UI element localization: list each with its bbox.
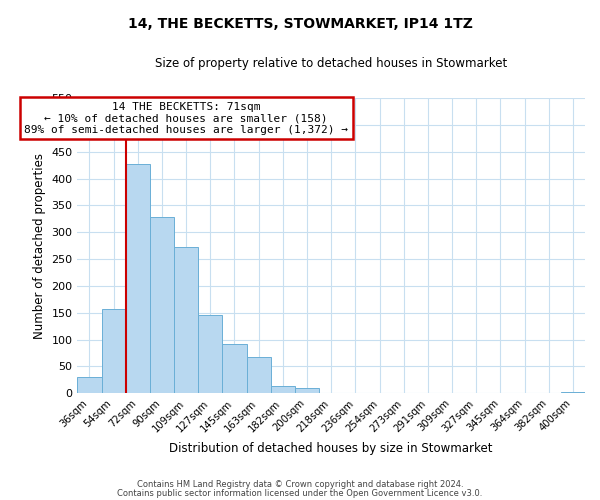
- Bar: [271, 386, 295, 393]
- Bar: [295, 388, 319, 393]
- Text: 14, THE BECKETTS, STOWMARKET, IP14 1TZ: 14, THE BECKETTS, STOWMARKET, IP14 1TZ: [128, 18, 472, 32]
- Bar: [247, 356, 271, 393]
- Bar: [223, 344, 247, 393]
- Text: Contains public sector information licensed under the Open Government Licence v3: Contains public sector information licen…: [118, 489, 482, 498]
- Bar: [77, 377, 101, 393]
- Title: Size of property relative to detached houses in Stowmarket: Size of property relative to detached ho…: [155, 58, 508, 70]
- Text: Contains HM Land Registry data © Crown copyright and database right 2024.: Contains HM Land Registry data © Crown c…: [137, 480, 463, 489]
- Bar: [126, 164, 150, 393]
- Bar: [198, 316, 223, 393]
- Bar: [101, 309, 126, 393]
- Bar: [561, 392, 585, 393]
- Bar: [150, 217, 174, 393]
- Y-axis label: Number of detached properties: Number of detached properties: [33, 152, 46, 338]
- Text: 14 THE BECKETTS: 71sqm
← 10% of detached houses are smaller (158)
89% of semi-de: 14 THE BECKETTS: 71sqm ← 10% of detached…: [24, 102, 348, 135]
- Bar: [174, 246, 198, 393]
- X-axis label: Distribution of detached houses by size in Stowmarket: Distribution of detached houses by size …: [169, 442, 493, 455]
